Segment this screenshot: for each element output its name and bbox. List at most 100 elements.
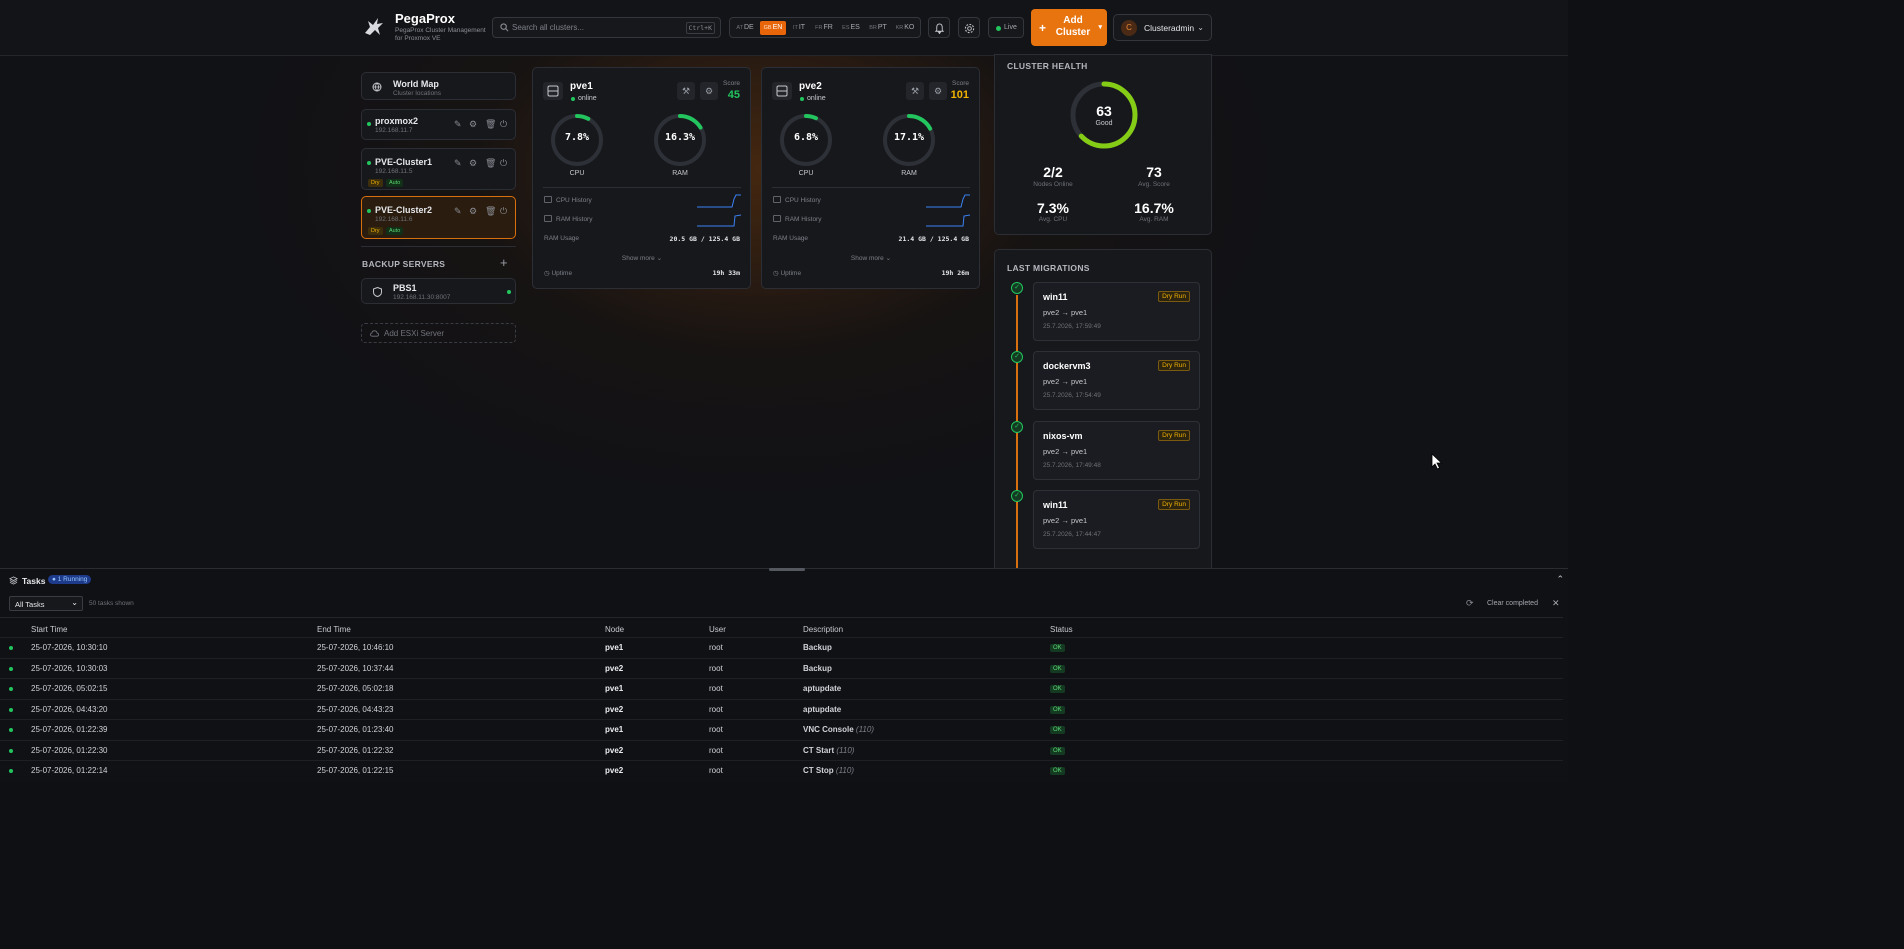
desc-extra: (110): [835, 766, 854, 775]
brand-subtitle: PegaProx Cluster Management for Proxmox …: [395, 27, 486, 42]
migration-item[interactable]: win11 Dry Run pve2 → pve1 25.7.2026, 17:…: [1033, 282, 1200, 341]
running-badge: ● 1 Running: [48, 575, 92, 584]
task-filter-select[interactable]: All Tasks ⌄: [9, 596, 83, 611]
power-icon[interactable]: ⏻: [500, 158, 508, 168]
gear-icon[interactable]: ⚙: [700, 82, 718, 100]
table-row[interactable]: 25-07-2026, 10:30:03 25-07-2026, 10:37:44…: [0, 658, 1563, 678]
settings-button[interactable]: [958, 17, 980, 38]
cell-end: 25-07-2026, 10:46:10: [317, 643, 394, 652]
gear-icon[interactable]: ⚙: [929, 82, 947, 100]
chevron-down-icon[interactable]: ▾: [1098, 24, 1102, 31]
ram-value: 16.3%: [664, 132, 696, 143]
ram-usage-value: 20.5 GB / 125.4 GB: [669, 235, 740, 243]
add-backup-server-button[interactable]: +: [500, 255, 508, 270]
column-header-status[interactable]: Status: [1050, 625, 1073, 634]
desc-text: CT Stop: [803, 766, 834, 775]
health-ring: [1070, 81, 1138, 149]
bell-icon: [934, 23, 945, 34]
wrench-icon[interactable]: ⚒: [677, 82, 695, 100]
node-card-pve2[interactable]: pve2 online ⚒ ⚙ Score 101 6.8% CPU 17.1%…: [761, 67, 980, 289]
migration-time: 25.7.2026, 17:49:48: [1043, 462, 1101, 469]
mouse-cursor-icon: [1431, 453, 1443, 470]
edit-icon[interactable]: ✎: [454, 119, 462, 129]
uptime-value: 19h 33m: [712, 269, 740, 277]
ram-usage-label: RAM Usage: [773, 235, 809, 242]
lang-it[interactable]: ITIT: [789, 21, 809, 35]
column-header-end[interactable]: End Time: [317, 625, 351, 634]
check-icon: ✓: [1011, 421, 1023, 433]
lang-pt[interactable]: BRPT: [867, 21, 889, 35]
gear-icon[interactable]: ⚙: [469, 158, 478, 168]
status-dot: [800, 97, 804, 101]
power-icon[interactable]: ⏻: [500, 119, 508, 129]
add-cluster-button[interactable]: + Add Cluster ▾: [1031, 9, 1107, 46]
gear-icon[interactable]: ⚙: [469, 119, 478, 129]
column-header-user[interactable]: User: [709, 625, 726, 634]
migration-item[interactable]: nixos-vm Dry Run pve2 → pve1 25.7.2026, …: [1033, 421, 1200, 480]
status-dot: [9, 667, 13, 671]
sidebar-item-world-map[interactable]: World Map Cluster locations: [361, 72, 516, 100]
table-row[interactable]: 25-07-2026, 04:43:20 25-07-2026, 04:43:23…: [0, 699, 1563, 719]
cell-user: root: [709, 643, 723, 652]
search-input[interactable]: Search all clusters... Ctrl+K: [492, 17, 721, 38]
lang-es[interactable]: ESES: [840, 21, 862, 35]
chevron-down-icon: ⌄: [656, 255, 663, 262]
migration-item[interactable]: dockervm3 Dry Run pve2 → pve1 25.7.2026,…: [1033, 351, 1200, 410]
sidebar-item-proxmox2[interactable]: proxmox2 192.168.11.7 ✎ ⚙ 🗑 ⏻: [361, 109, 516, 140]
check-icon: ✓: [1011, 490, 1023, 502]
table-row[interactable]: 25-07-2026, 01:22:14 25-07-2026, 01:22:15…: [0, 760, 1563, 780]
sidebar-item-pve-cluster1[interactable]: PVE-Cluster1 192.168.11.5 ✎ ⚙ 🗑 ⏻ Dry Au…: [361, 148, 516, 190]
show-more-button[interactable]: Show more ⌄: [533, 254, 751, 262]
backup-server-pbs1[interactable]: PBS1 192.168.11.30:8007: [361, 278, 516, 304]
lang-fr[interactable]: FRFR: [813, 21, 835, 35]
cpu-value: 7.8%: [564, 132, 590, 143]
node-card-pve1[interactable]: pve1 online ⚒ ⚙ Score 45 7.8% CPU 16.3% …: [532, 67, 751, 289]
trash-icon[interactable]: 🗑: [485, 206, 497, 216]
cell-end: 25-07-2026, 01:22:32: [317, 746, 394, 755]
lang-de[interactable]: ATDE: [734, 21, 756, 35]
cell-user: root: [709, 664, 723, 673]
notifications-button[interactable]: [928, 17, 950, 38]
migration-path: pve2 → pve1: [1043, 377, 1087, 386]
migration-item[interactable]: win11 Dry Run pve2 → pve1 25.7.2026, 17:…: [1033, 490, 1200, 549]
desc-text: CT Start: [803, 746, 835, 755]
show-more-button[interactable]: Show more ⌄: [762, 254, 980, 262]
close-icon[interactable]: ✕: [1552, 598, 1560, 608]
wrench-icon[interactable]: ⚒: [906, 82, 924, 100]
lang-en[interactable]: GBEN: [760, 21, 786, 35]
status-badge: OK: [1050, 726, 1065, 734]
migration-from: pve2: [1043, 377, 1060, 386]
add-esxi-button[interactable]: Add ESXi Server: [361, 323, 516, 343]
cell-node: pve2: [605, 766, 624, 775]
edit-icon[interactable]: ✎: [454, 158, 462, 168]
migration-path: pve2 → pve1: [1043, 308, 1087, 317]
resize-handle[interactable]: [769, 568, 805, 571]
trash-icon[interactable]: 🗑: [485, 119, 497, 129]
gear-icon[interactable]: ⚙: [469, 206, 478, 216]
status-dot: [9, 728, 13, 732]
lang-ko[interactable]: KRKO: [893, 21, 917, 35]
cell-user: root: [709, 766, 723, 775]
collapse-icon[interactable]: ⌃: [1556, 574, 1564, 584]
cpu-label: CPU: [798, 170, 814, 177]
power-icon[interactable]: ⏻: [500, 206, 508, 216]
column-header-description[interactable]: Description: [803, 625, 844, 634]
table-row[interactable]: 25-07-2026, 10:30:10 25-07-2026, 10:46:10…: [0, 637, 1563, 657]
user-menu[interactable]: C Clusteradmin ⌄: [1113, 14, 1212, 41]
uptime-text: Uptime: [551, 270, 573, 277]
refresh-icon[interactable]: ⟳: [1466, 598, 1474, 608]
trash-icon[interactable]: 🗑: [485, 158, 497, 168]
table-row[interactable]: 25-07-2026, 01:22:39 25-07-2026, 01:23:40…: [0, 719, 1563, 739]
table-row[interactable]: 25-07-2026, 05:02:15 25-07-2026, 05:02:18…: [0, 678, 1563, 698]
flag-it: IT: [792, 25, 798, 31]
live-indicator[interactable]: Live: [988, 17, 1024, 38]
clear-completed-button[interactable]: Clear completed: [1487, 600, 1538, 607]
column-header-node[interactable]: Node: [605, 625, 625, 634]
show-more-label: Show more: [850, 255, 884, 262]
desc-text: aptupdate: [803, 705, 842, 714]
edit-icon[interactable]: ✎: [454, 206, 462, 216]
table-row[interactable]: 25-07-2026, 01:22:30 25-07-2026, 01:22:32…: [0, 740, 1563, 760]
column-header-start[interactable]: Start Time: [31, 625, 68, 634]
sidebar-item-pve-cluster2[interactable]: PVE-Cluster2 192.168.11.6 ✎ ⚙ 🗑 ⏻ Dry Au…: [361, 196, 516, 239]
cell-description: Backup: [803, 664, 832, 673]
